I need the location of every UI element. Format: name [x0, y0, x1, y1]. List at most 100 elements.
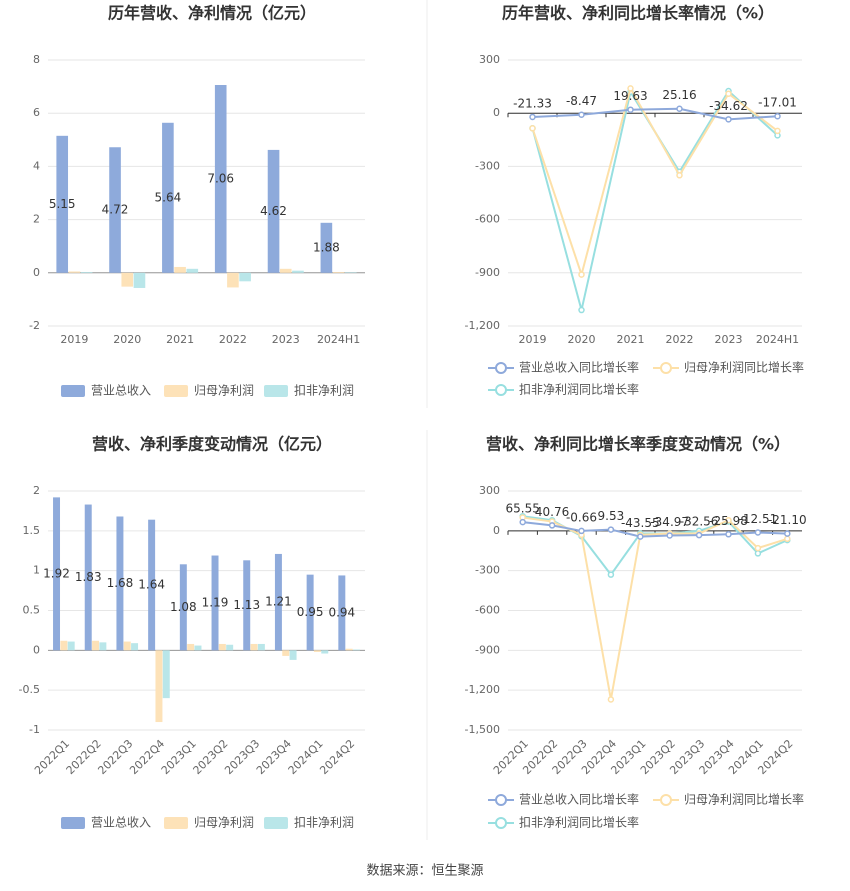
point — [754, 529, 762, 536]
point — [578, 306, 585, 314]
y-tick-label: 4 — [33, 159, 40, 172]
value-label: 1.92 — [43, 566, 70, 580]
value-label: 1.83 — [75, 570, 102, 584]
point — [754, 544, 762, 552]
y-tick-label: -1,200 — [465, 683, 500, 696]
legend-label: 扣非净利润 — [294, 816, 354, 830]
value-label: 0.95 — [297, 605, 324, 619]
legend-swatch — [495, 817, 507, 829]
legend-label: 扣非净利润同比增长率 — [519, 815, 639, 830]
y-tick-label: 2 — [33, 484, 40, 497]
y-tick-label: 0 — [493, 524, 500, 537]
bar — [187, 643, 195, 651]
bar — [162, 650, 170, 699]
x-tick-label: 2023 — [715, 333, 743, 346]
bar — [250, 643, 258, 651]
legend-label: 营业总收入同比增长率 — [519, 792, 639, 807]
bar — [282, 650, 290, 656]
point — [676, 172, 683, 179]
y-tick-label: 0 — [493, 106, 500, 119]
bar — [67, 641, 75, 651]
chart-title: 营收、净利同比增长率季度变动情况（%） — [486, 435, 790, 454]
y-tick-label: 8 — [33, 53, 40, 66]
bar — [148, 519, 156, 651]
value-label: 1.21 — [265, 595, 292, 609]
value-label: -32.56 — [680, 515, 719, 529]
value-label: 25.16 — [662, 88, 696, 102]
bar — [109, 147, 121, 273]
value-label: 1.13 — [233, 598, 260, 612]
legend-label: 归母净利润 — [194, 816, 254, 830]
bar — [313, 650, 321, 652]
line — [522, 516, 788, 700]
value-label: 9.53 — [598, 509, 625, 523]
line — [532, 107, 778, 121]
bar — [174, 266, 186, 273]
x-tick-label: 2020 — [113, 333, 141, 346]
chart-title: 历年营收、净利同比增长率情况（%） — [502, 4, 774, 23]
bar — [155, 650, 163, 723]
bar — [332, 272, 345, 273]
bar — [84, 504, 92, 651]
bar — [257, 643, 265, 651]
value-label: 65.55 — [506, 502, 540, 516]
bar — [53, 497, 61, 651]
value-label: -21.33 — [513, 96, 552, 110]
legend-label: 扣非净利润 — [294, 384, 354, 398]
line — [522, 521, 788, 538]
bar — [279, 268, 292, 273]
x-tick-label: 2020 — [568, 333, 596, 346]
bar — [92, 640, 100, 651]
point — [529, 113, 536, 121]
y-tick-label: -1,500 — [465, 723, 500, 736]
line — [531, 89, 779, 311]
y-tick-label: -0.5 — [19, 683, 40, 696]
legend-swatch — [660, 362, 672, 374]
legend-swatch — [61, 817, 85, 829]
bar — [239, 272, 251, 282]
point — [627, 106, 634, 113]
legend-label: 营业总收入 — [91, 816, 151, 830]
x-tick-label: 2021 — [166, 333, 194, 346]
bar — [218, 643, 226, 651]
bar — [243, 560, 251, 651]
point — [529, 125, 536, 132]
y-tick-label: 0 — [33, 266, 40, 279]
y-tick-label: 300 — [479, 53, 500, 66]
bar — [345, 648, 353, 651]
bar — [60, 640, 68, 651]
value-label: 5.15 — [49, 197, 76, 211]
point — [627, 85, 634, 92]
point — [548, 522, 556, 529]
legend-swatch — [164, 817, 188, 829]
y-tick-label: -600 — [475, 213, 500, 226]
chart-title: 历年营收、净利情况（亿元） — [108, 4, 316, 23]
bar — [123, 641, 131, 651]
bar — [162, 122, 174, 273]
bar — [56, 135, 69, 273]
y-tick-label: -600 — [475, 604, 500, 617]
x-tick-label: 2022 — [666, 333, 694, 346]
point — [607, 526, 615, 533]
legend-label: 归母净利润同比增长率 — [684, 360, 804, 375]
value-label: -8.47 — [566, 94, 597, 108]
legend-swatch — [495, 384, 507, 396]
y-tick-label: 1.5 — [23, 524, 41, 537]
bar — [194, 645, 202, 651]
point — [784, 530, 791, 537]
bar — [267, 149, 280, 273]
value-label: -34.97 — [650, 515, 689, 529]
bar — [68, 271, 81, 273]
bar — [131, 643, 139, 651]
y-tick-label: 2 — [33, 213, 40, 226]
bar — [116, 516, 124, 651]
y-tick-label: -1,200 — [465, 319, 500, 332]
legend-label: 归母净利润同比增长率 — [684, 792, 804, 807]
y-tick-label: -900 — [475, 643, 500, 656]
bar — [186, 268, 199, 273]
value-label: -17.01 — [758, 96, 797, 110]
legend-swatch — [495, 794, 507, 806]
value-label: 1.68 — [107, 576, 134, 590]
line — [531, 85, 779, 279]
y-tick-label: 0.5 — [23, 604, 41, 617]
